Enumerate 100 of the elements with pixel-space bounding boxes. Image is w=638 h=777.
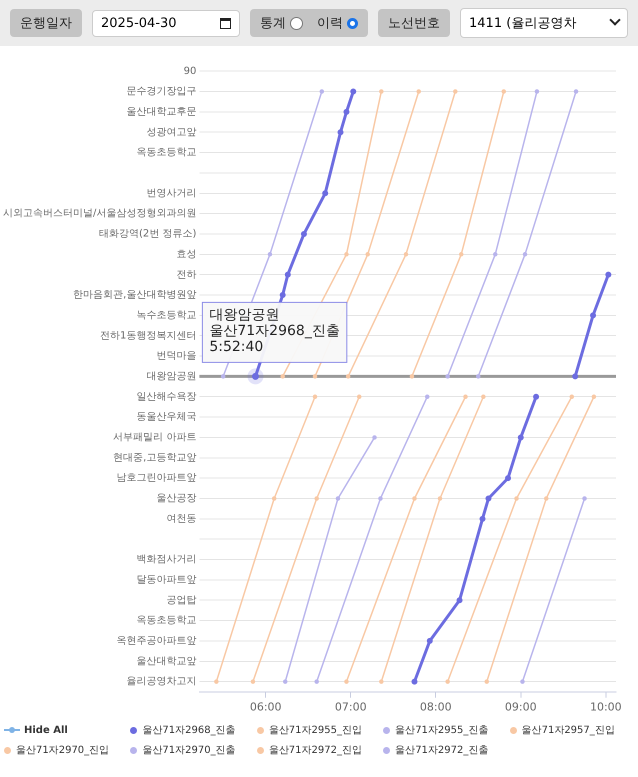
text: Hide All	[24, 724, 68, 736]
point	[379, 89, 384, 94]
y-tick-label: 옥동초등학교	[136, 615, 196, 626]
y-tick-label: 전하	[176, 269, 196, 280]
point	[445, 374, 450, 379]
point	[412, 496, 417, 501]
point	[314, 496, 319, 501]
point	[411, 678, 418, 685]
y-tick-label: 일산해수욕장	[136, 391, 196, 402]
text: 통계	[260, 15, 286, 32]
point	[314, 679, 319, 684]
legend-label: 울산71자2955_진출	[395, 724, 488, 737]
point	[336, 496, 340, 501]
point	[372, 435, 377, 440]
y-tick-label: 전하1동행정복지센터	[100, 330, 196, 342]
point	[520, 679, 525, 684]
point	[514, 496, 519, 501]
point	[284, 272, 291, 278]
point	[404, 252, 408, 257]
y-tick-label: 달동아파트앞	[136, 574, 196, 586]
point	[338, 129, 344, 136]
point	[505, 475, 512, 482]
text: 노선번호	[378, 9, 450, 37]
point	[410, 374, 414, 379]
point	[346, 374, 350, 379]
point	[214, 679, 219, 684]
point	[572, 373, 578, 380]
text: 이력	[317, 15, 343, 32]
point	[280, 374, 285, 379]
point	[476, 374, 481, 379]
x-tick-label: 09:00	[504, 700, 537, 714]
point	[320, 89, 324, 94]
text: 운행일자	[10, 9, 82, 37]
x-tick-label: 06:00	[250, 700, 282, 714]
point	[438, 496, 442, 501]
point	[484, 679, 490, 684]
y-tick-label: 한마음회관,울산대학병원앞	[73, 290, 196, 301]
y-tick-label: 백화점사거리	[136, 554, 196, 566]
x-tick-label: 08:00	[420, 700, 452, 714]
point	[350, 88, 356, 95]
point	[322, 190, 328, 196]
point	[534, 89, 540, 94]
y-tick-label: 문수경기장입구	[126, 86, 196, 98]
point	[272, 496, 276, 501]
y-tick-label: 현대중,고등학교앞	[113, 452, 196, 464]
y-tick-label: 효성	[176, 248, 196, 260]
text: 1411 (율리공영차	[469, 15, 576, 32]
point	[268, 252, 272, 257]
point	[379, 679, 384, 684]
point	[533, 394, 540, 400]
y-tick-label: 울산공장	[156, 493, 196, 504]
point	[481, 394, 486, 399]
point	[493, 252, 498, 257]
point	[574, 89, 578, 94]
x-tick-label: 07:00	[334, 700, 367, 714]
y-tick-label: 대왕암공원	[146, 370, 196, 382]
legend-label: 울산71자2970_진입	[16, 744, 110, 757]
point	[463, 394, 468, 399]
point	[426, 638, 433, 644]
x-tick-label: 10:00	[590, 700, 622, 714]
y-tick-label: 서부패밀리 아파트	[113, 432, 196, 444]
point	[356, 394, 362, 399]
y-tick-label: 여천동	[166, 513, 196, 524]
y-tick-label: 90	[184, 66, 196, 77]
point	[480, 516, 486, 522]
legend-label: 울산71자2972_진출	[395, 744, 488, 757]
point	[344, 679, 349, 684]
annotation: 울산71자2968_진출	[209, 323, 340, 340]
point	[605, 272, 612, 278]
point	[424, 394, 430, 399]
point	[282, 679, 288, 684]
y-tick-label: 성광여고앞	[146, 126, 196, 138]
point	[445, 679, 450, 684]
point	[570, 394, 574, 399]
y-tick-label: 번영사거리	[146, 188, 196, 199]
point	[453, 89, 458, 94]
y-tick-label: 번덕마을	[156, 350, 196, 362]
point	[416, 89, 421, 94]
point	[220, 374, 226, 379]
point	[365, 252, 370, 257]
point	[312, 394, 318, 399]
point	[250, 679, 256, 684]
y-tick-label: 울산대학교앞	[136, 656, 196, 667]
point	[544, 496, 549, 501]
y-tick-label: 옥동초등학교	[136, 147, 196, 158]
point	[485, 495, 492, 502]
legend-label: 울산71자2970_진출	[142, 744, 236, 757]
y-tick-label: 남호그린아파트앞	[116, 472, 196, 484]
point	[590, 312, 596, 318]
legend-label: 울산71자2968_진출	[142, 724, 236, 737]
legend-label: 울산71자2955_진입	[268, 724, 362, 737]
text: 2025-04-30	[101, 16, 177, 30]
point	[343, 108, 350, 115]
y-tick-label: 공업탑	[166, 594, 196, 606]
point	[344, 252, 349, 257]
point	[522, 252, 528, 257]
y-tick-label: 시외고속버스터미널/서울삼성정형외과의원	[2, 208, 196, 220]
y-tick-label: 태화강역(2번 정류소)	[99, 228, 196, 240]
annotation: 대왕암공원	[209, 307, 280, 324]
y-tick-label: 율리공영차고지	[126, 676, 196, 688]
